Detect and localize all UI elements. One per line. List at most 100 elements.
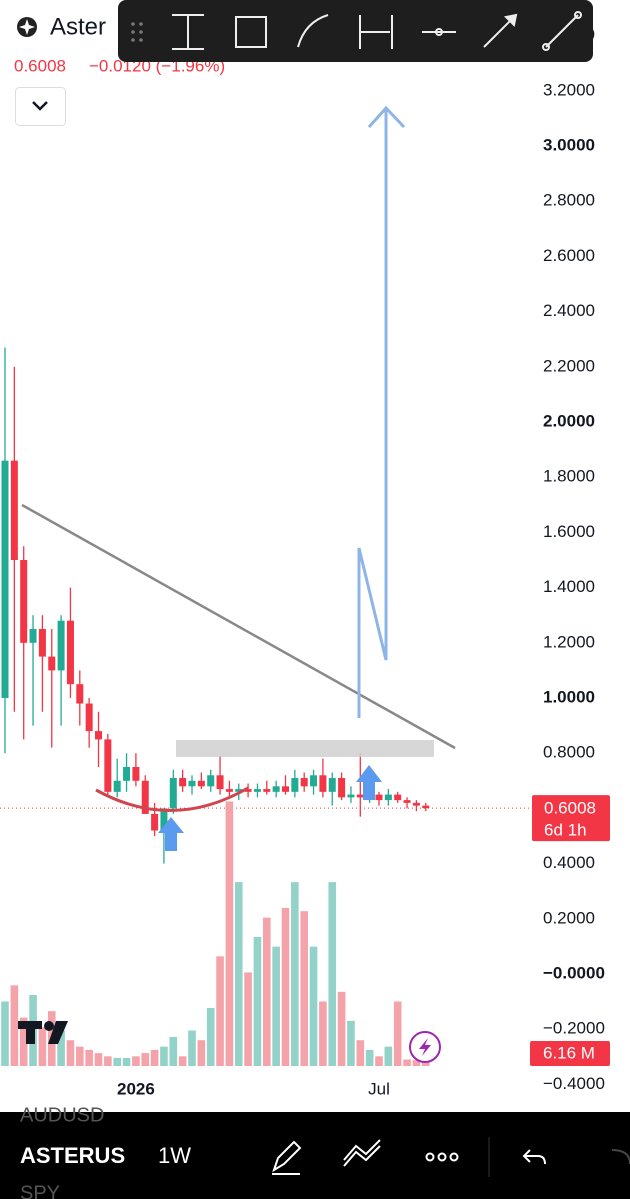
tool-range[interactable] — [172, 14, 204, 50]
more-button[interactable] — [425, 1152, 435, 1162]
range-box — [176, 740, 434, 757]
volume-bar — [309, 946, 318, 1066]
candle-body — [244, 789, 252, 792]
candle-body — [272, 786, 280, 792]
candle-body — [38, 629, 46, 657]
volume-bar — [253, 936, 262, 1066]
candle-body — [123, 767, 131, 781]
volume-bar — [300, 911, 308, 1066]
candle-body — [76, 684, 84, 704]
volume-bar — [150, 1049, 159, 1066]
y-tick-label: 3.2000 — [543, 80, 595, 99]
y-tick-label: 3.0000 — [543, 135, 595, 154]
interval-selector[interactable]: 1W — [158, 1143, 191, 1168]
y-tick-label: 2.8000 — [543, 191, 595, 210]
trendline — [21, 503, 456, 750]
indicators-button[interactable] — [343, 1139, 381, 1167]
candle-body — [113, 780, 121, 792]
volume-bar — [10, 985, 19, 1066]
y-tick-label: 1.4000 — [543, 577, 595, 596]
volume-bar — [234, 882, 243, 1066]
volume-bar — [76, 1046, 84, 1066]
volume-bar — [169, 1036, 178, 1066]
collapse-button[interactable] — [15, 87, 66, 126]
candle-body — [57, 620, 65, 671]
y-tick-label: 2.4000 — [543, 301, 595, 320]
symbol-list-item[interactable]: AUDUSD — [20, 1104, 104, 1126]
candle-body — [375, 794, 383, 801]
volume-bar — [206, 1007, 215, 1066]
projection-path — [357, 110, 388, 718]
volume-bar — [347, 1020, 355, 1066]
candle-body — [291, 778, 299, 792]
candle-body — [310, 775, 318, 787]
volume-bar — [85, 1049, 93, 1066]
volume-bar — [328, 882, 337, 1066]
volume-bar — [113, 1057, 121, 1066]
price-label: 0.6008 — [544, 799, 596, 818]
draw-tool-button[interactable] — [272, 1140, 302, 1175]
undo-button[interactable] — [522, 1149, 546, 1165]
symbol-name: Aster — [50, 13, 106, 40]
symbol-selector[interactable]: ASTERUS — [20, 1143, 125, 1168]
y-tick-label: 0.8000 — [543, 743, 595, 762]
candle-body — [384, 794, 392, 801]
candle-body — [235, 789, 243, 792]
volume-bar — [291, 882, 299, 1066]
volume-bar — [412, 1060, 421, 1066]
symbol-list-item[interactable]: SPY — [20, 1182, 60, 1199]
tool-path[interactable] — [297, 14, 329, 48]
candle-body — [151, 813, 159, 831]
volume-bar — [122, 1057, 131, 1066]
y-tick-label: 1.8000 — [543, 467, 595, 486]
y-tick-label: −0.0000 — [543, 963, 605, 982]
tool-arrow[interactable] — [483, 13, 518, 48]
candle-body — [169, 778, 177, 809]
volume-bar — [216, 956, 224, 1066]
arrow-up — [356, 765, 382, 800]
volume-bar — [365, 1049, 374, 1066]
tool-trendline[interactable] — [542, 11, 582, 51]
volume-bar — [1, 1001, 9, 1066]
candle-body — [1, 460, 9, 698]
candle-body — [85, 703, 93, 732]
candle-body — [10, 460, 18, 560]
projection-arrowhead — [367, 105, 406, 129]
tv-logo — [18, 1021, 68, 1044]
more-button — [449, 1152, 459, 1162]
candle-body — [132, 767, 140, 781]
volume-bar — [375, 1056, 383, 1066]
y-tick-label: 0.2000 — [543, 908, 595, 927]
tool-rectangle[interactable] — [235, 16, 267, 48]
more-button — [437, 1152, 447, 1162]
tool-date-range[interactable] — [359, 15, 393, 49]
x-tick-label: Jul — [368, 1079, 390, 1098]
candle-body — [356, 794, 364, 798]
candle-body — [179, 778, 187, 787]
volume-bar — [197, 1040, 206, 1066]
volume-bar — [104, 1056, 112, 1066]
candle-body — [207, 775, 215, 787]
candle-body — [263, 789, 271, 792]
countdown-label: 6d 1h — [544, 821, 587, 840]
candle-body — [160, 808, 168, 831]
volume-bar — [244, 972, 252, 1066]
y-tick-label: 1.6000 — [543, 522, 595, 541]
tool-horizontal-ray[interactable] — [422, 28, 456, 36]
volume-bar — [393, 1001, 402, 1066]
price-label-bg — [532, 795, 610, 842]
volume-bar — [272, 946, 280, 1066]
y-tick-label: −0.2000 — [543, 1019, 605, 1038]
x-tick-label: 2026 — [117, 1079, 155, 1098]
candle-body — [328, 778, 336, 792]
candle-body — [253, 789, 261, 792]
drawings — [21, 105, 456, 851]
candle-body — [20, 560, 28, 643]
volume-label-bg — [530, 1041, 610, 1066]
candle-body — [300, 778, 308, 787]
volume-bar — [94, 1053, 103, 1066]
y-tick-label: 2.6000 — [543, 246, 595, 265]
volume-bar — [384, 1046, 393, 1066]
candle-body — [104, 739, 112, 792]
